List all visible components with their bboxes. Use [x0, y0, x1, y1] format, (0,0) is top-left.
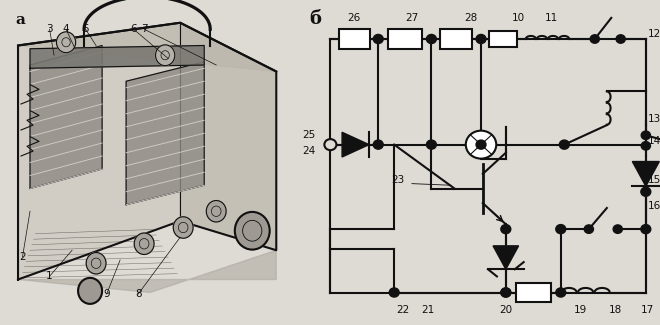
Circle shape — [174, 217, 193, 238]
Text: 8: 8 — [135, 289, 141, 299]
Text: 1: 1 — [46, 271, 53, 281]
Text: 21: 21 — [421, 306, 434, 315]
Text: 28: 28 — [464, 13, 477, 23]
Circle shape — [324, 139, 337, 150]
Circle shape — [466, 131, 496, 159]
Circle shape — [556, 225, 566, 234]
Bar — [489, 31, 517, 47]
Text: 12: 12 — [648, 29, 660, 39]
Text: 14: 14 — [648, 136, 660, 146]
Polygon shape — [30, 46, 102, 188]
Text: 13: 13 — [648, 114, 660, 124]
Bar — [515, 283, 551, 302]
Circle shape — [57, 32, 76, 53]
Text: 2: 2 — [19, 252, 26, 262]
Circle shape — [584, 225, 593, 233]
Circle shape — [590, 35, 599, 43]
Circle shape — [501, 225, 511, 234]
Circle shape — [559, 140, 570, 149]
Text: 10: 10 — [512, 13, 525, 23]
Circle shape — [134, 233, 154, 254]
Circle shape — [501, 288, 511, 297]
Text: 20: 20 — [499, 306, 512, 315]
Polygon shape — [18, 23, 277, 72]
Circle shape — [641, 187, 651, 196]
Circle shape — [426, 140, 436, 149]
Text: 6: 6 — [130, 24, 137, 34]
Polygon shape — [632, 162, 659, 186]
Circle shape — [476, 34, 486, 44]
Text: 15: 15 — [648, 176, 660, 185]
Circle shape — [642, 131, 651, 139]
Circle shape — [374, 34, 383, 44]
Text: 18: 18 — [609, 306, 622, 315]
Text: 17: 17 — [641, 306, 654, 315]
Text: 7: 7 — [141, 24, 147, 34]
Circle shape — [78, 278, 102, 304]
Circle shape — [426, 34, 436, 44]
Polygon shape — [180, 23, 277, 250]
Circle shape — [613, 225, 622, 233]
Circle shape — [207, 201, 226, 222]
Text: 19: 19 — [574, 306, 587, 315]
Circle shape — [374, 140, 383, 149]
Text: 22: 22 — [397, 306, 410, 315]
Text: 11: 11 — [545, 13, 558, 23]
Circle shape — [156, 45, 175, 66]
Circle shape — [556, 288, 566, 297]
Polygon shape — [126, 62, 204, 205]
Text: 3: 3 — [46, 24, 53, 34]
Circle shape — [501, 288, 511, 297]
Bar — [440, 29, 472, 49]
Circle shape — [235, 212, 270, 250]
Text: 25: 25 — [302, 130, 315, 140]
Polygon shape — [18, 23, 180, 280]
Polygon shape — [30, 46, 204, 68]
Text: 4: 4 — [63, 24, 69, 34]
Text: 27: 27 — [405, 13, 418, 23]
Bar — [339, 29, 370, 49]
Circle shape — [642, 142, 651, 150]
Polygon shape — [342, 132, 369, 157]
Circle shape — [641, 225, 651, 234]
Circle shape — [476, 140, 486, 149]
Text: 26: 26 — [346, 13, 360, 23]
Circle shape — [616, 35, 625, 43]
Text: 23: 23 — [391, 176, 405, 185]
Polygon shape — [493, 246, 519, 269]
Text: б: б — [309, 10, 321, 28]
Text: 16: 16 — [648, 202, 660, 211]
Circle shape — [86, 253, 106, 274]
Text: a: a — [15, 13, 25, 27]
Text: 5: 5 — [82, 24, 89, 34]
Text: 24: 24 — [302, 146, 315, 156]
Circle shape — [389, 288, 399, 297]
Polygon shape — [18, 250, 277, 292]
Bar — [388, 29, 422, 49]
Text: 9: 9 — [104, 289, 110, 299]
